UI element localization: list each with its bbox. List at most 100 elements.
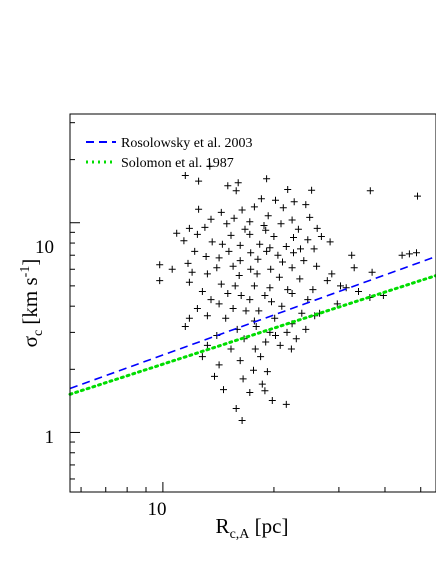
- scatter-point-16: [195, 205, 203, 213]
- scatter-point-102: [268, 298, 275, 306]
- scatter-point-33: [294, 225, 302, 233]
- scatter-point-108: [229, 305, 237, 312]
- scatter-point-61: [254, 255, 262, 263]
- y-tick-label-1: 1: [45, 427, 55, 448]
- scatter-point-66: [405, 250, 413, 258]
- legend: Rosolowsky et al. 2003 Solomon et al. 19…: [86, 136, 252, 171]
- legend-label-solomon: Solomon et al. 1987: [121, 156, 234, 171]
- scatter-point-152: [168, 265, 176, 273]
- scatter-point-86: [185, 278, 193, 286]
- scatter-point-119: [181, 323, 189, 330]
- scatter-point-95: [224, 290, 232, 297]
- scatter-point-80: [253, 270, 261, 278]
- scatter-point-11: [257, 195, 265, 203]
- scatter-point-85: [156, 277, 164, 285]
- scatter-point-7: [308, 186, 316, 194]
- scatter-point-143: [246, 389, 254, 396]
- scatter-point-76: [350, 264, 358, 272]
- scatter-point-146: [268, 397, 276, 404]
- scatter-point-8: [232, 187, 240, 195]
- scatter-point-40: [290, 234, 297, 241]
- scatter-point-72: [247, 265, 255, 273]
- scatter-point-145: [232, 405, 240, 412]
- scatter-point-149: [272, 332, 279, 339]
- scatter-point-77: [188, 268, 196, 276]
- scatter-point-12: [272, 196, 279, 204]
- scatter-point-92: [309, 286, 317, 294]
- scatter-point-109: [242, 307, 250, 315]
- scatter-point-75: [313, 262, 321, 270]
- scatter-point-73: [267, 265, 275, 273]
- scatter-point-139: [211, 372, 218, 380]
- scatter-point-65: [398, 251, 406, 259]
- scatter-point-121: [252, 323, 260, 330]
- scatter-point-88: [231, 282, 239, 290]
- scatter-point-70: [213, 264, 221, 272]
- scatter-point-114: [203, 312, 211, 320]
- scatter-point-25: [246, 218, 254, 226]
- scatter-point-96: [237, 292, 245, 299]
- scatter-point-38: [246, 230, 254, 238]
- scatter-point-74: [288, 264, 296, 272]
- scatter-point-17: [217, 208, 225, 216]
- scatter-point-133: [257, 353, 265, 361]
- scatter-point-64: [348, 251, 356, 259]
- scatter-point-47: [256, 240, 264, 248]
- scatter-point-35: [173, 229, 181, 237]
- scatter-point-90: [266, 284, 274, 292]
- x-axis-label: Rc,A [pc]: [216, 514, 289, 542]
- scatter-point-154: [323, 277, 331, 285]
- x-tick-label-10: 10: [148, 499, 167, 520]
- scatter-point-0: [181, 172, 189, 179]
- scatter-point-22: [207, 215, 215, 223]
- scatter-point-54: [247, 249, 255, 257]
- y-axis-label: σc [km s-1]: [18, 259, 46, 348]
- scatter-point-34: [313, 224, 321, 232]
- scatter-point-136: [215, 361, 223, 369]
- scatter-point-30: [201, 223, 209, 231]
- scatter-point-115: [222, 314, 230, 322]
- scatter-point-49: [282, 243, 290, 250]
- scatter-point-147: [282, 400, 290, 408]
- scatter-point-4: [224, 182, 232, 190]
- scatter-point-46: [236, 241, 244, 249]
- scatter-point-100: [215, 300, 223, 308]
- scatter-point-99: [207, 296, 215, 304]
- scatter-point-37: [227, 231, 235, 239]
- scatter-point-21: [230, 214, 238, 222]
- scatter-point-53: [225, 247, 233, 255]
- scatter-point-58: [202, 253, 210, 260]
- scatter-point-117: [271, 314, 279, 322]
- scatter-point-41: [304, 236, 312, 244]
- scatter-point-52: [191, 247, 199, 255]
- scatter-point-142: [220, 386, 227, 394]
- scatter-point-128: [276, 341, 284, 349]
- scatter-point-57: [290, 249, 297, 257]
- scatter-point-148: [238, 417, 246, 424]
- scatter-point-56: [274, 251, 282, 259]
- scatter-point-94: [198, 288, 206, 295]
- scatter-point-103: [278, 302, 286, 310]
- scatter-point-155: [342, 284, 350, 292]
- scatter-point-13: [290, 198, 298, 206]
- scatter-point-135: [236, 357, 244, 365]
- scatter-point-110: [255, 307, 263, 315]
- scatter-point-144: [261, 387, 269, 395]
- scatter-point-1: [206, 162, 214, 170]
- solomon-fit-line: [68, 274, 436, 396]
- scatter-point-48: [266, 244, 274, 252]
- scatter-point-36: [193, 230, 201, 238]
- scatter-point-91: [284, 286, 292, 294]
- scatter-point-124: [302, 325, 310, 333]
- scatter-point-82: [296, 275, 304, 283]
- scatter-point-81: [275, 273, 283, 281]
- scatter-point-87: [217, 280, 225, 288]
- scatter-point-2: [195, 177, 203, 185]
- scatter-point-27: [260, 222, 268, 229]
- scatter-point-84: [368, 268, 376, 276]
- legend-label-rosolowsky: Rosolowsky et al. 2003: [121, 136, 252, 151]
- scatter-point-127: [262, 338, 270, 346]
- scatter-point-28: [277, 220, 285, 228]
- scatter-point-55: [263, 247, 271, 255]
- scatter-point-150: [292, 335, 300, 343]
